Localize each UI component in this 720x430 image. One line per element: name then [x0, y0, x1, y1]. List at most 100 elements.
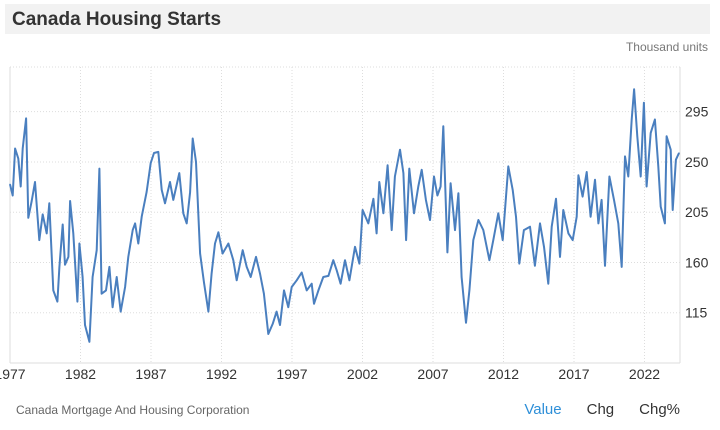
data-point [472, 239, 474, 241]
tab-chg[interactable]: Chg [586, 401, 615, 418]
x-tick-label: 1982 [65, 366, 96, 382]
data-point [608, 175, 610, 178]
data-point [84, 324, 86, 326]
data-point [597, 222, 599, 224]
data-point [236, 279, 238, 281]
data-point [255, 256, 257, 258]
data-point [657, 165, 659, 168]
data-point [417, 185, 419, 188]
data-point [482, 229, 484, 231]
data-point [562, 209, 564, 211]
data-point [446, 251, 448, 254]
x-tick-label: 2012 [488, 366, 519, 382]
data-point [336, 269, 338, 271]
data-point [551, 226, 553, 228]
data-point [56, 300, 58, 303]
x-tick-label: 2002 [347, 366, 378, 382]
data-point [590, 216, 592, 218]
data-point [27, 217, 29, 219]
data-point [306, 289, 308, 291]
data-point [92, 276, 94, 278]
data-point [98, 168, 100, 170]
data-point [399, 149, 401, 151]
data-point [512, 189, 514, 191]
data-point [675, 159, 677, 161]
data-point [189, 191, 191, 193]
data-point [214, 242, 216, 245]
data-point [468, 289, 470, 291]
data-point [386, 164, 389, 166]
data-point [646, 185, 648, 188]
data-point [120, 311, 122, 313]
data-point [672, 209, 674, 211]
data-point [654, 118, 656, 121]
data-point [378, 181, 380, 183]
data-point [108, 266, 111, 268]
data-point [436, 194, 438, 197]
data-point [666, 135, 668, 137]
tab-value[interactable]: Value [524, 401, 562, 418]
data-point [631, 118, 633, 121]
data-point [112, 306, 114, 308]
data-point [287, 306, 289, 308]
data-point [52, 289, 54, 291]
data-point [604, 265, 606, 267]
data-point [429, 219, 431, 221]
data-point [182, 212, 184, 214]
tab-chg-percent[interactable]: Chg% [639, 401, 680, 418]
data-point [58, 266, 60, 268]
data-point [327, 275, 329, 277]
data-point [440, 185, 442, 188]
data-point [101, 293, 103, 295]
data-point [199, 252, 201, 255]
data-point [105, 289, 107, 291]
data-point [242, 249, 244, 251]
data-point [12, 194, 14, 197]
data-point [82, 276, 84, 278]
x-tick-label: 1992 [206, 366, 237, 382]
data-point [195, 161, 197, 163]
data-point [227, 242, 230, 245]
data-point [150, 162, 152, 164]
data-point [376, 232, 378, 235]
data-point [276, 311, 278, 313]
data-point [46, 232, 48, 235]
data-point [25, 117, 27, 119]
y-tick-label: 205 [685, 204, 709, 220]
x-tick-label: 1977 [0, 366, 26, 382]
data-point [344, 259, 346, 261]
data-point [362, 209, 364, 211]
data-point [442, 125, 444, 127]
view-tabs: Value Chg Chg% [524, 401, 680, 418]
data-point [405, 239, 407, 241]
data-point [518, 262, 520, 265]
data-point [477, 219, 480, 221]
data-point [613, 199, 615, 201]
data-point [211, 273, 213, 275]
data-point [678, 152, 680, 154]
data-point [402, 172, 404, 174]
data-point [38, 239, 40, 241]
data-point [461, 276, 463, 278]
data-point [617, 222, 619, 224]
source-label: Canada Mortgage And Housing Corporation [16, 403, 250, 417]
data-point [576, 216, 578, 218]
x-tick-label: 2017 [558, 366, 589, 382]
y-tick-label: 115 [685, 305, 708, 321]
data-point [582, 195, 584, 198]
data-point [322, 276, 324, 278]
data-point [301, 271, 303, 274]
data-point [76, 300, 78, 303]
data-point [157, 151, 159, 153]
data-point [291, 286, 293, 288]
data-point [96, 249, 98, 251]
data-point [146, 191, 148, 193]
data-point [296, 279, 298, 281]
data-point [624, 155, 626, 157]
data-point [267, 333, 269, 335]
page-title: Canada Housing Starts [12, 9, 222, 30]
data-point [69, 200, 71, 202]
data-point [283, 289, 285, 291]
data-point [543, 246, 545, 248]
